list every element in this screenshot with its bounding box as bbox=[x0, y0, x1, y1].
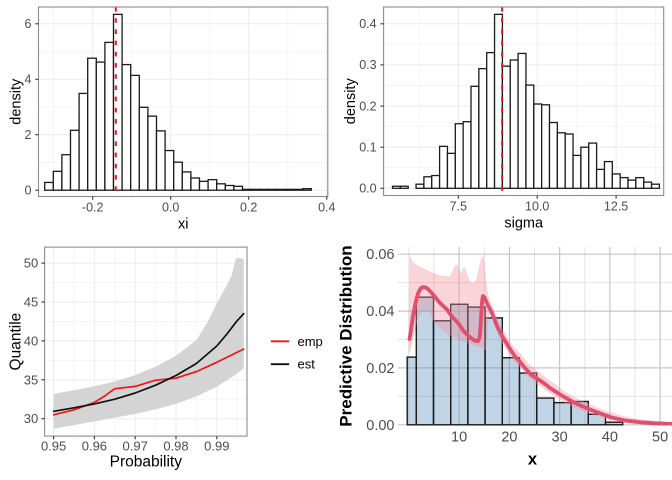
svg-text:0.2: 0.2 bbox=[240, 201, 257, 215]
svg-text:10: 10 bbox=[451, 430, 467, 446]
svg-text:40: 40 bbox=[602, 430, 618, 446]
svg-text:20: 20 bbox=[501, 430, 517, 446]
svg-text:50: 50 bbox=[24, 256, 38, 271]
svg-text:12.5: 12.5 bbox=[604, 200, 628, 214]
svg-text:4: 4 bbox=[25, 73, 32, 87]
svg-text:0.04: 0.04 bbox=[366, 304, 394, 320]
svg-text:0.06: 0.06 bbox=[366, 247, 394, 263]
svg-text:7.5: 7.5 bbox=[450, 200, 467, 214]
svg-text:2: 2 bbox=[25, 128, 32, 142]
svg-text:0.3: 0.3 bbox=[359, 58, 376, 72]
svg-text:0.00: 0.00 bbox=[366, 418, 394, 434]
svg-text:0.96: 0.96 bbox=[82, 439, 107, 454]
svg-text:0.0: 0.0 bbox=[162, 201, 179, 215]
svg-text:0.1: 0.1 bbox=[359, 141, 376, 155]
svg-text:0.4: 0.4 bbox=[318, 201, 335, 215]
svg-text:Quantile: Quantile bbox=[8, 313, 25, 371]
svg-text:density: density bbox=[9, 78, 25, 125]
svg-text:0.98: 0.98 bbox=[163, 439, 188, 454]
svg-text:Probability: Probability bbox=[110, 454, 183, 471]
svg-text:30: 30 bbox=[24, 411, 38, 426]
svg-text:xi: xi bbox=[178, 217, 188, 233]
svg-text:0.97: 0.97 bbox=[123, 439, 148, 454]
svg-text:40: 40 bbox=[24, 333, 38, 348]
svg-text:0.99: 0.99 bbox=[204, 439, 229, 454]
svg-text:0.02: 0.02 bbox=[366, 361, 394, 377]
svg-text:sigma: sigma bbox=[504, 216, 544, 232]
svg-text:0.0: 0.0 bbox=[359, 182, 376, 196]
svg-text:35: 35 bbox=[24, 372, 38, 387]
svg-text:10.0: 10.0 bbox=[525, 200, 549, 214]
svg-text:30: 30 bbox=[552, 430, 568, 446]
svg-text:6: 6 bbox=[25, 17, 32, 31]
svg-text:45: 45 bbox=[24, 295, 38, 310]
svg-text:0: 0 bbox=[25, 184, 32, 198]
svg-text:density: density bbox=[343, 78, 359, 125]
svg-text:0.2: 0.2 bbox=[359, 99, 376, 113]
svg-text:emp: emp bbox=[298, 334, 323, 349]
svg-text:0.95: 0.95 bbox=[41, 439, 66, 454]
svg-text:x: x bbox=[528, 451, 538, 469]
svg-text:Predictive Distribution: Predictive Distribution bbox=[337, 245, 356, 426]
svg-text:est: est bbox=[298, 357, 316, 372]
svg-text:50: 50 bbox=[652, 430, 668, 446]
svg-text:-0.2: -0.2 bbox=[82, 201, 104, 215]
svg-text:0.4: 0.4 bbox=[359, 17, 376, 31]
